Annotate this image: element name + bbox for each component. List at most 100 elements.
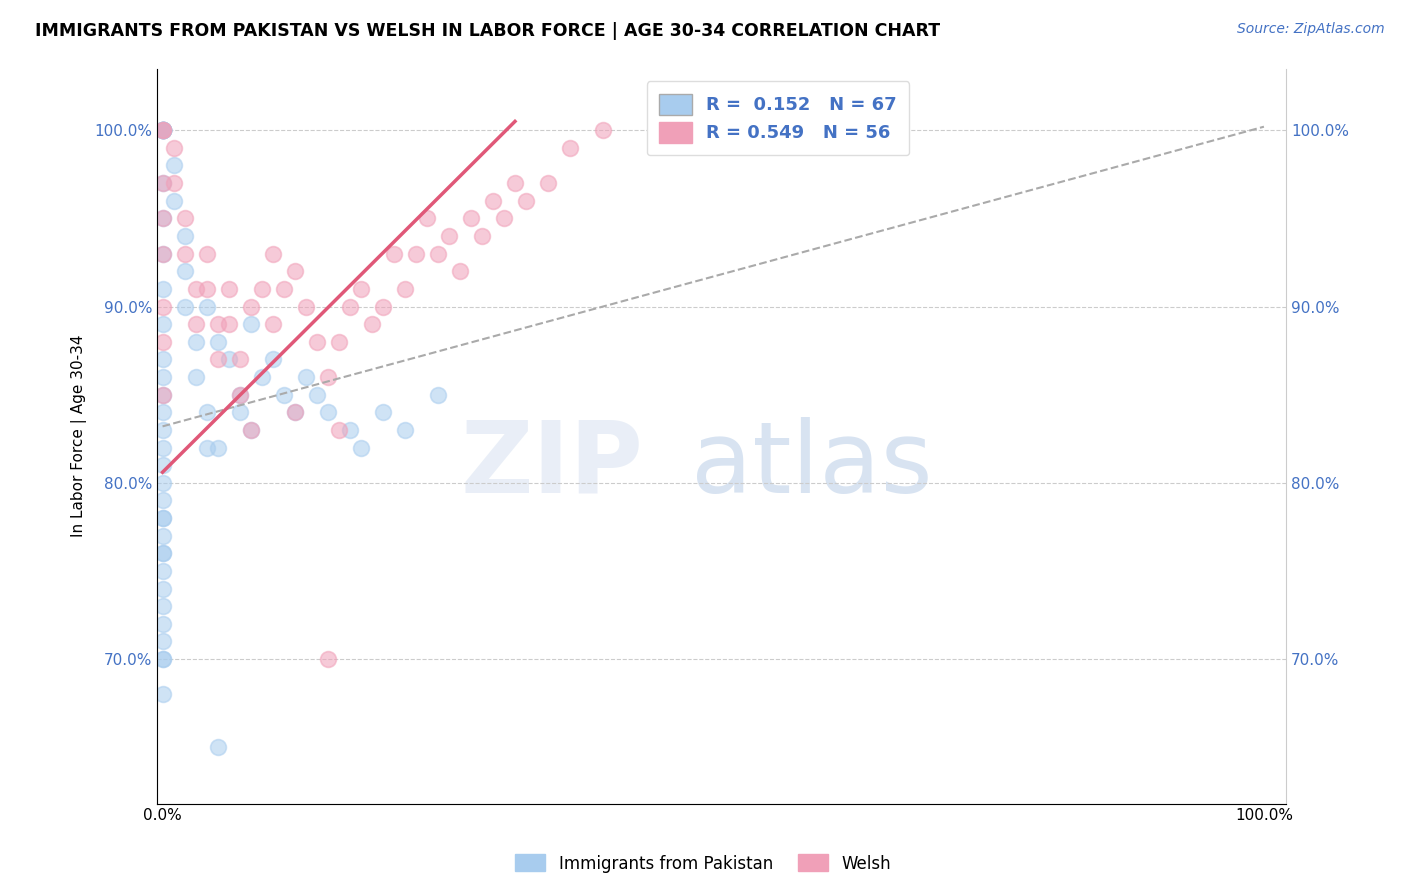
Text: IMMIGRANTS FROM PAKISTAN VS WELSH IN LABOR FORCE | AGE 30-34 CORRELATION CHART: IMMIGRANTS FROM PAKISTAN VS WELSH IN LAB… xyxy=(35,22,941,40)
Point xyxy=(152,687,174,701)
Point xyxy=(262,352,284,367)
Point xyxy=(273,282,295,296)
Point xyxy=(460,211,482,226)
Point xyxy=(492,211,515,226)
Point xyxy=(152,546,174,560)
Point xyxy=(426,387,449,401)
Text: Source: ZipAtlas.com: Source: ZipAtlas.com xyxy=(1237,22,1385,37)
Point xyxy=(228,387,250,401)
Point xyxy=(152,211,174,226)
Point xyxy=(152,246,174,260)
Point xyxy=(184,334,207,349)
Point xyxy=(482,194,505,208)
Point xyxy=(152,352,174,367)
Point xyxy=(184,317,207,331)
Point xyxy=(152,529,174,543)
Point xyxy=(152,176,174,190)
Point xyxy=(262,317,284,331)
Point xyxy=(394,282,416,296)
Point xyxy=(152,282,174,296)
Point xyxy=(350,282,373,296)
Point xyxy=(284,264,307,278)
Point xyxy=(152,123,174,137)
Point xyxy=(152,511,174,525)
Point xyxy=(162,141,184,155)
Point xyxy=(152,123,174,137)
Point xyxy=(162,176,184,190)
Point xyxy=(228,352,250,367)
Point xyxy=(437,229,460,244)
Point xyxy=(152,616,174,631)
Point xyxy=(316,370,339,384)
Point xyxy=(228,405,250,419)
Point xyxy=(152,387,174,401)
Point xyxy=(316,652,339,666)
Point xyxy=(339,300,361,314)
Point xyxy=(273,387,295,401)
Point xyxy=(328,423,350,437)
Legend: R =  0.152   N = 67, R = 0.549   N = 56: R = 0.152 N = 67, R = 0.549 N = 56 xyxy=(647,81,910,155)
Point xyxy=(360,317,382,331)
Point xyxy=(207,740,229,755)
Point xyxy=(426,246,449,260)
Point xyxy=(207,317,229,331)
Point xyxy=(152,564,174,578)
Point xyxy=(173,264,195,278)
Text: ZIP: ZIP xyxy=(461,417,644,514)
Point xyxy=(152,211,174,226)
Point xyxy=(371,300,394,314)
Point xyxy=(284,405,307,419)
Point xyxy=(162,159,184,173)
Point xyxy=(152,493,174,508)
Point xyxy=(284,405,307,419)
Point xyxy=(195,282,218,296)
Point xyxy=(350,441,373,455)
Point xyxy=(152,123,174,137)
Point xyxy=(416,211,439,226)
Point xyxy=(152,599,174,614)
Point xyxy=(152,546,174,560)
Point xyxy=(239,423,262,437)
Point xyxy=(262,246,284,260)
Point xyxy=(294,370,316,384)
Point xyxy=(195,405,218,419)
Point xyxy=(503,176,526,190)
Point xyxy=(152,511,174,525)
Point xyxy=(239,423,262,437)
Point xyxy=(152,405,174,419)
Point xyxy=(152,123,174,137)
Point xyxy=(152,441,174,455)
Point xyxy=(152,123,174,137)
Point xyxy=(152,123,174,137)
Point xyxy=(152,423,174,437)
Point xyxy=(184,282,207,296)
Point xyxy=(152,176,174,190)
Point xyxy=(195,300,218,314)
Point xyxy=(207,352,229,367)
Point xyxy=(195,441,218,455)
Point xyxy=(152,317,174,331)
Point xyxy=(152,652,174,666)
Point xyxy=(152,123,174,137)
Point xyxy=(592,123,614,137)
Point xyxy=(328,334,350,349)
Point xyxy=(152,387,174,401)
Point xyxy=(228,387,250,401)
Y-axis label: In Labor Force | Age 30-34: In Labor Force | Age 30-34 xyxy=(72,334,87,537)
Point xyxy=(152,123,174,137)
Point xyxy=(218,352,240,367)
Point xyxy=(152,634,174,648)
Point xyxy=(239,317,262,331)
Point xyxy=(184,370,207,384)
Point xyxy=(173,229,195,244)
Point xyxy=(239,300,262,314)
Point xyxy=(250,370,273,384)
Point xyxy=(152,246,174,260)
Point xyxy=(152,300,174,314)
Point xyxy=(305,387,328,401)
Point xyxy=(207,441,229,455)
Point xyxy=(218,317,240,331)
Point xyxy=(316,405,339,419)
Point xyxy=(152,458,174,472)
Point xyxy=(152,475,174,490)
